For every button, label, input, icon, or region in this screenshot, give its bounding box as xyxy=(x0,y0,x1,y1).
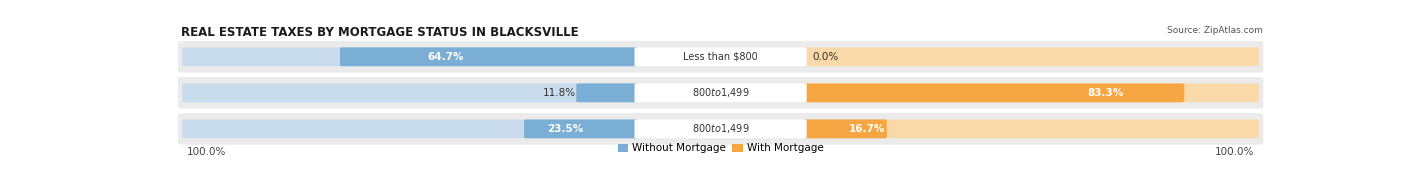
FancyBboxPatch shape xyxy=(803,83,1184,102)
FancyBboxPatch shape xyxy=(183,83,638,102)
Text: $800 to $1,499: $800 to $1,499 xyxy=(692,86,749,99)
Text: 23.5%: 23.5% xyxy=(547,124,583,134)
FancyBboxPatch shape xyxy=(576,83,638,102)
FancyBboxPatch shape xyxy=(179,41,1263,73)
Text: 16.7%: 16.7% xyxy=(849,124,886,134)
Text: 83.3%: 83.3% xyxy=(1087,88,1123,98)
Text: REAL ESTATE TAXES BY MORTGAGE STATUS IN BLACKSVILLE: REAL ESTATE TAXES BY MORTGAGE STATUS IN … xyxy=(181,26,579,39)
FancyBboxPatch shape xyxy=(803,120,887,138)
FancyBboxPatch shape xyxy=(179,77,1263,109)
Text: $800 to $1,499: $800 to $1,499 xyxy=(692,122,749,135)
FancyBboxPatch shape xyxy=(803,83,1258,102)
Text: Source: ZipAtlas.com: Source: ZipAtlas.com xyxy=(1167,26,1263,35)
Text: 100.0%: 100.0% xyxy=(1215,146,1254,157)
FancyBboxPatch shape xyxy=(803,120,1258,138)
Text: 11.8%: 11.8% xyxy=(543,88,576,98)
Text: 0.0%: 0.0% xyxy=(813,52,838,62)
FancyBboxPatch shape xyxy=(634,120,807,138)
Text: 64.7%: 64.7% xyxy=(427,52,464,62)
FancyBboxPatch shape xyxy=(179,113,1263,145)
FancyBboxPatch shape xyxy=(634,83,807,102)
FancyBboxPatch shape xyxy=(340,47,638,66)
FancyBboxPatch shape xyxy=(803,47,1258,66)
FancyBboxPatch shape xyxy=(183,120,638,138)
Legend: Without Mortgage, With Mortgage: Without Mortgage, With Mortgage xyxy=(617,143,824,153)
FancyBboxPatch shape xyxy=(634,47,807,66)
Text: 100.0%: 100.0% xyxy=(187,146,226,157)
FancyBboxPatch shape xyxy=(183,47,638,66)
Text: Less than $800: Less than $800 xyxy=(683,52,758,62)
FancyBboxPatch shape xyxy=(524,120,638,138)
